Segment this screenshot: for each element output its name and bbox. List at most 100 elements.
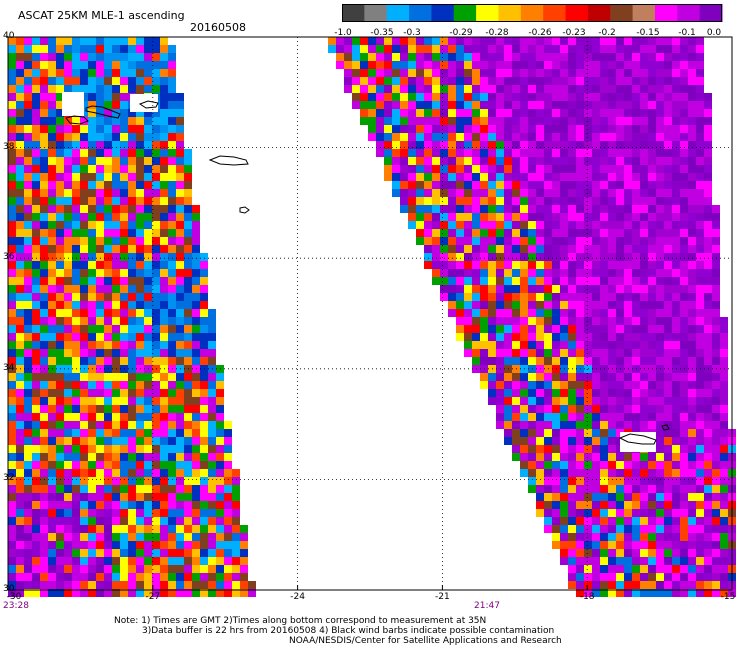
wind-cell	[600, 469, 608, 477]
wind-cell	[600, 77, 608, 85]
wind-cell	[600, 373, 608, 381]
wind-cell	[120, 589, 128, 597]
wind-cell	[144, 245, 152, 253]
notes: Note: 1) Times are GMT 2)Times along bot…	[114, 616, 562, 646]
wind-cell	[616, 37, 624, 45]
wind-cell	[80, 341, 88, 349]
wind-cell	[376, 109, 384, 117]
wind-cell	[96, 293, 104, 301]
wind-cell	[168, 333, 176, 341]
wind-cell	[560, 37, 568, 45]
wind-cell	[616, 565, 624, 573]
wind-cell	[176, 181, 184, 189]
wind-cell	[24, 325, 32, 333]
wind-cell	[568, 181, 576, 189]
wind-cell	[128, 509, 136, 517]
wind-cell	[80, 237, 88, 245]
wind-cell	[8, 189, 16, 197]
wind-cell	[536, 405, 544, 413]
wind-cell	[176, 589, 184, 597]
wind-cell	[152, 581, 160, 589]
wind-cell	[176, 429, 184, 437]
wind-cell	[560, 261, 568, 269]
colorbar-tick-label: -0.1	[678, 28, 696, 38]
wind-cell	[504, 173, 512, 181]
wind-cell	[616, 501, 624, 509]
wind-cell	[192, 485, 200, 493]
wind-cell	[712, 541, 720, 549]
wind-cell	[136, 109, 144, 117]
wind-cell	[216, 461, 224, 469]
wind-cell	[128, 77, 136, 85]
wind-cell	[144, 325, 152, 333]
wind-cell	[640, 165, 648, 173]
wind-cell	[576, 237, 584, 245]
wind-cell	[504, 117, 512, 125]
wind-cell	[568, 269, 576, 277]
wind-cell	[568, 69, 576, 77]
wind-cell	[720, 381, 728, 389]
wind-cell	[704, 509, 712, 517]
wind-cell	[560, 461, 568, 469]
wind-cell	[120, 117, 128, 125]
wind-cell	[592, 317, 600, 325]
wind-cell	[80, 141, 88, 149]
wind-cell	[232, 501, 240, 509]
wind-cell	[440, 197, 448, 205]
wind-cell	[464, 69, 472, 77]
wind-cell	[72, 477, 80, 485]
wind-cell	[56, 493, 64, 501]
wind-cell	[112, 37, 120, 45]
wind-cell	[16, 533, 24, 541]
wind-cell	[208, 485, 216, 493]
wind-cell	[40, 333, 48, 341]
wind-cell	[152, 317, 160, 325]
wind-cell	[40, 493, 48, 501]
wind-cell	[680, 381, 688, 389]
wind-cell	[552, 405, 560, 413]
wind-cell	[584, 229, 592, 237]
wind-cell	[72, 69, 80, 77]
wind-cell	[136, 533, 144, 541]
wind-cell	[608, 117, 616, 125]
wind-cell	[208, 493, 216, 501]
wind-cell	[584, 477, 592, 485]
wind-cell	[472, 285, 480, 293]
wind-cell	[64, 245, 72, 253]
wind-cell	[544, 261, 552, 269]
wind-cell	[496, 253, 504, 261]
wind-cell	[160, 189, 168, 197]
wind-cell	[488, 181, 496, 189]
wind-cell	[680, 61, 688, 69]
wind-cell	[56, 253, 64, 261]
wind-cell	[632, 85, 640, 93]
wind-cell	[496, 221, 504, 229]
wind-cell	[56, 245, 64, 253]
wind-cell	[528, 45, 536, 53]
wind-cell	[24, 149, 32, 157]
wind-cell	[80, 565, 88, 573]
wind-cell	[144, 133, 152, 141]
wind-cell	[536, 205, 544, 213]
wind-cell	[680, 141, 688, 149]
wind-cell	[24, 293, 32, 301]
wind-cell	[624, 285, 632, 293]
wind-cell	[80, 37, 88, 45]
wind-cell	[520, 165, 528, 173]
wind-cell	[176, 381, 184, 389]
wind-cell	[632, 405, 640, 413]
wind-cell	[392, 133, 400, 141]
wind-cell	[464, 221, 472, 229]
wind-cell	[200, 349, 208, 357]
wind-cell	[696, 293, 704, 301]
wind-cell	[208, 533, 216, 541]
wind-cell	[32, 77, 40, 85]
wind-cell	[144, 125, 152, 133]
wind-cell	[632, 469, 640, 477]
wind-cell	[568, 349, 576, 357]
wind-cell	[592, 509, 600, 517]
wind-cell	[104, 141, 112, 149]
wind-cell	[456, 213, 464, 221]
wind-cell	[32, 93, 40, 101]
wind-cell	[696, 333, 704, 341]
